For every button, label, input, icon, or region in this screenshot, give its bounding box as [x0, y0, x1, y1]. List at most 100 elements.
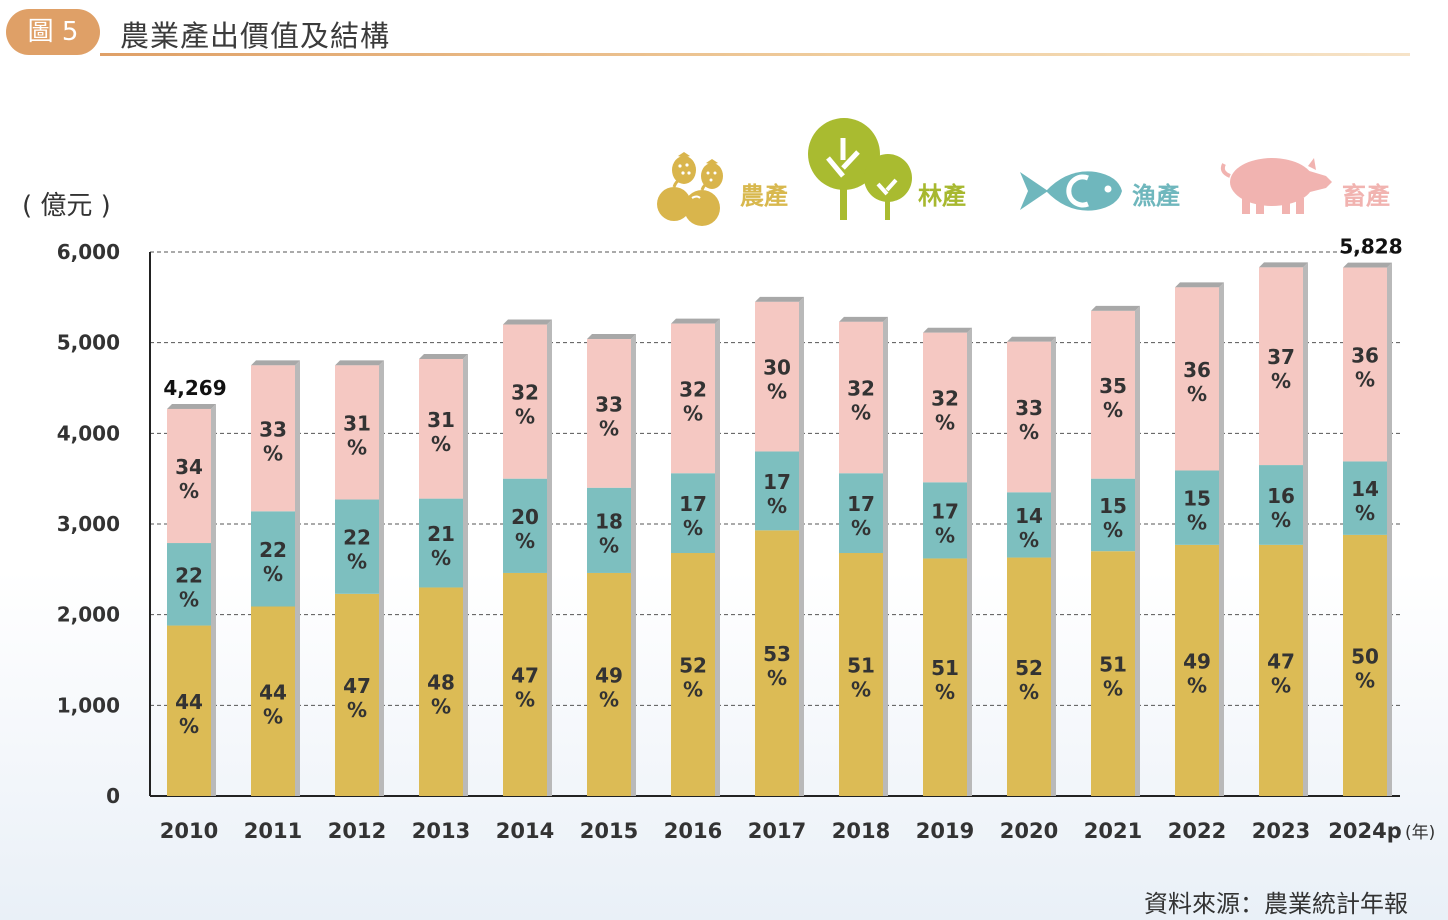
segment-pct-sign: %	[935, 410, 955, 434]
bar-segment-crop	[1259, 544, 1303, 796]
bar-segment-fishery	[923, 482, 967, 559]
x-tick-label: 2022	[1168, 819, 1226, 843]
bar-side	[799, 296, 804, 796]
segment-pct-label: 17	[847, 492, 875, 516]
segment-pct-label: 31	[427, 408, 455, 432]
y-tick-label: 5,000	[57, 331, 120, 355]
segment-pct-label: 44	[259, 680, 287, 704]
segment-pct-sign: %	[347, 698, 367, 722]
segment-pct-sign: %	[263, 704, 283, 728]
bar-segment-fishery	[1343, 461, 1387, 535]
bar-segment-livestock	[1007, 341, 1051, 493]
segment-pct-sign: %	[263, 562, 283, 586]
bar-top	[1343, 262, 1392, 268]
bar-top	[1091, 305, 1140, 311]
segment-pct-label: 47	[343, 674, 371, 698]
bar-segment-livestock	[1259, 267, 1303, 466]
bar-segment-crop	[1091, 551, 1135, 796]
segment-pct-label: 14	[1015, 504, 1043, 528]
bar-segment-fishery	[1007, 492, 1051, 558]
bar-segment-livestock	[335, 365, 379, 500]
bar-side	[1051, 336, 1056, 796]
segment-pct-sign: %	[851, 401, 871, 425]
y-tick-label: 0	[106, 784, 120, 808]
figure-title: 農業產出價值及結構	[120, 19, 391, 53]
bar-side	[295, 360, 300, 796]
legend-label-forestry: 林產	[918, 182, 966, 210]
segment-pct-sign: %	[179, 479, 199, 503]
y-tick-label: 4,000	[57, 421, 120, 445]
bar-segment-fishery	[167, 543, 211, 626]
bar-segment-livestock	[419, 358, 463, 499]
segment-pct-sign: %	[683, 678, 703, 702]
bar-segment-crop	[1343, 534, 1387, 796]
segment-pct-label: 14	[1351, 477, 1379, 501]
segment-pct-label: 33	[595, 392, 623, 416]
y-tick-label: 6,000	[57, 240, 120, 264]
bar-segment-livestock	[503, 324, 547, 479]
bar-segment-crop	[335, 593, 379, 796]
bar-segment-crop	[587, 572, 631, 796]
segment-pct-label: 20	[511, 505, 539, 529]
bar-top	[251, 360, 300, 366]
bar-side	[631, 334, 636, 796]
segment-pct-sign: %	[347, 550, 367, 574]
bar-segment-livestock	[1175, 287, 1219, 471]
segment-pct-label: 50	[1351, 644, 1379, 668]
segment-pct-sign: %	[179, 587, 199, 611]
bar-segment-fishery	[1175, 470, 1219, 545]
segment-pct-sign: %	[1355, 668, 1375, 692]
bar-side	[547, 319, 552, 796]
segment-pct-label: 32	[847, 377, 875, 401]
x-tick-label: 2023	[1252, 819, 1310, 843]
segment-pct-label: 44	[175, 690, 203, 714]
segment-pct-sign: %	[1355, 368, 1375, 392]
bar-side	[1303, 262, 1308, 796]
bar-top	[1259, 262, 1308, 268]
bar-segment-livestock	[671, 323, 715, 474]
bar-side	[1219, 282, 1224, 796]
segment-pct-sign: %	[1019, 528, 1039, 552]
bar-side	[379, 360, 384, 796]
bar-top	[167, 403, 216, 409]
y-tick-label: 1,000	[57, 693, 120, 717]
legend-label-crop: 農產	[740, 182, 788, 210]
segment-pct-sign: %	[1355, 501, 1375, 525]
bar-side	[1135, 305, 1140, 796]
segment-pct-sign: %	[851, 678, 871, 702]
segment-pct-label: 52	[679, 654, 707, 678]
x-tick-label: 2017	[748, 819, 806, 843]
segment-pct-label: 53	[763, 642, 791, 666]
bar-segment-crop	[1175, 544, 1219, 796]
segment-pct-sign: %	[1019, 420, 1039, 444]
segment-pct-sign: %	[431, 546, 451, 570]
segment-pct-sign: %	[515, 687, 535, 711]
segment-pct-sign: %	[263, 441, 283, 465]
x-tick-label: 2021	[1084, 819, 1142, 843]
segment-pct-label: 30	[763, 356, 791, 380]
segment-pct-label: 33	[259, 417, 287, 441]
bar-segment-fishery	[671, 473, 715, 554]
segment-pct-label: 36	[1351, 344, 1379, 368]
bar-side	[715, 318, 720, 796]
segment-pct-sign: %	[515, 529, 535, 553]
segment-pct-label: 21	[427, 522, 455, 546]
segment-pct-sign: %	[767, 380, 787, 404]
figure-badge: 圖 5	[6, 9, 100, 55]
segment-pct-sign: %	[1187, 382, 1207, 406]
bar-segment-fishery	[251, 511, 295, 607]
bar-segment-livestock	[839, 321, 883, 474]
fruit-icon	[652, 146, 732, 230]
bar-segment-fishery	[1091, 478, 1135, 552]
segment-pct-sign: %	[1103, 518, 1123, 542]
segment-pct-sign: %	[1187, 673, 1207, 697]
x-tick-label: 2019	[916, 819, 974, 843]
segment-pct-sign: %	[1271, 508, 1291, 532]
segment-pct-sign: %	[1103, 677, 1123, 701]
source-note: 資料來源：農業統計年報	[1144, 890, 1408, 918]
segment-pct-sign: %	[683, 516, 703, 540]
segment-pct-label: 32	[931, 386, 959, 410]
segment-pct-label: 49	[595, 663, 623, 687]
bar-top	[1007, 336, 1056, 342]
